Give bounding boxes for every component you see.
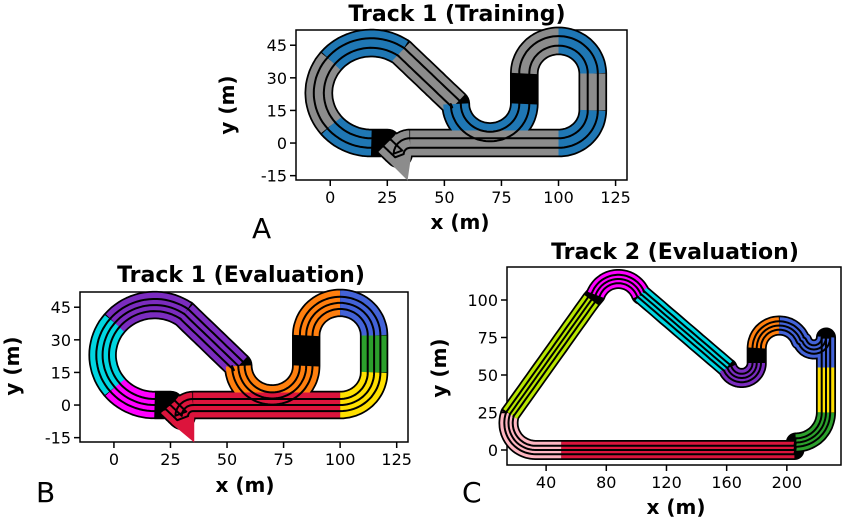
panel-a-xtick-label: 25 — [377, 188, 397, 207]
panel-c-xtick-label: 160 — [711, 473, 742, 492]
panel-a-road-section — [558, 109, 606, 156]
panel-b-xtick-label: 50 — [217, 450, 237, 469]
panel-b-xlabel: x (m) — [216, 473, 275, 497]
panel-c-lane-line — [507, 278, 827, 451]
panel-c-letter: C — [462, 476, 482, 509]
panel-c-title: Track 2 (Evaluation) — [551, 240, 799, 265]
panel-c-ytick-label: 50 — [478, 366, 498, 385]
panel-a-road-section — [306, 53, 341, 133]
panel-b-xtick-label: 75 — [273, 450, 293, 469]
panel-c-ytick-label: 100 — [467, 291, 498, 310]
panel-c-ytick-label: 25 — [478, 404, 498, 423]
panel-b-xtick-label: 25 — [160, 450, 180, 469]
panel-c-xlabel: x (m) — [647, 495, 706, 519]
panel-c-xtick-label: 80 — [596, 473, 616, 492]
panel-b-track — [88, 288, 389, 443]
panel-a-xlabel: x (m) — [431, 210, 490, 234]
panel-a-road-section — [322, 30, 408, 70]
panel-a-ytick-label: 15 — [267, 101, 287, 120]
panel-c-xtick-label: 40 — [536, 473, 556, 492]
panel-b-ylabel: y (m) — [0, 336, 24, 395]
panel-c-lane-line — [503, 273, 832, 456]
panel-b-ytick-label: 45 — [51, 298, 71, 317]
panel-c-xtick-label: 120 — [651, 473, 682, 492]
panel-a-title: Track 1 (Training) — [348, 2, 565, 27]
panel-c-ylabel: y (m) — [427, 338, 451, 397]
panel-b-xtick-label: 100 — [325, 450, 356, 469]
panel-b-frame — [79, 291, 409, 443]
panel-a-xtick-label: 50 — [434, 188, 454, 207]
panel-b: Track 1 (Evaluation) 0 25 50 75 100 125 -15 0 15… — [0, 263, 412, 509]
panel-a-xtick-label: 75 — [491, 188, 511, 207]
panel-c-road-section — [500, 411, 562, 459]
panel-b-ytick-label: -15 — [45, 429, 71, 448]
panel-a: Track 1 (Training) 0 25 50 75 100 125 -15 0 15 30… — [215, 2, 631, 245]
panel-c-xtick-label: 200 — [772, 473, 803, 492]
panel-b-lane-line — [95, 295, 382, 422]
panel-a-lane-line — [312, 35, 599, 159]
panel-b-road-section — [105, 378, 155, 418]
panel-c-road-outline — [498, 268, 837, 461]
panel-a-xtick-label: 0 — [325, 188, 335, 207]
panel-a-ylabel: y (m) — [215, 75, 239, 134]
panel-b-xtick-label: 0 — [109, 450, 119, 469]
panel-a-frame — [295, 29, 628, 181]
panel-a-road-section — [392, 42, 465, 113]
panel-b-title: Track 1 (Evaluation) — [117, 263, 365, 288]
panel-b-ticks: 0 25 50 75 100 125 -15 0 15 30 45 — [45, 298, 412, 469]
panel-b-xtick-label: 125 — [381, 450, 412, 469]
panel-a-track — [304, 26, 608, 181]
panel-c-frame — [506, 266, 842, 466]
panel-a-road-section — [511, 28, 559, 75]
panel-a-ytick-label: 45 — [267, 36, 287, 55]
panel-a-road-section — [558, 28, 606, 75]
panel-a-road-section — [322, 116, 372, 156]
panel-a-ytick-label: 30 — [267, 69, 287, 88]
panel-b-letter: B — [36, 476, 55, 509]
panel-c: Track 2 (Evaluation) 40 80 120 160 200 0 25 50 7… — [427, 240, 842, 519]
panel-b-ytick-label: 0 — [61, 396, 71, 415]
panel-c-track — [498, 268, 837, 461]
panel-c-ticks: 40 80 120 160 200 0 25 50 75 100 — [467, 291, 802, 492]
panel-b-ytick-label: 30 — [51, 331, 71, 350]
panel-b-lane-line — [101, 301, 376, 417]
panel-b-lane-line — [108, 308, 369, 417]
panel-a-letter: A — [252, 212, 271, 245]
panel-a-ytick-label: -15 — [261, 167, 287, 186]
panel-b-ytick-label: 15 — [51, 363, 71, 382]
panel-c-lane-line — [511, 282, 832, 447]
panel-c-ytick-label: 0 — [488, 441, 498, 460]
panel-a-ticks: 0 25 50 75 100 125 -15 0 15 30 45 — [261, 36, 631, 207]
panel-a-ytick-label: 0 — [277, 134, 287, 153]
panel-a-xtick-label: 125 — [600, 188, 631, 207]
panel-a-xtick-label: 100 — [543, 188, 574, 207]
panel-a-lane-line — [322, 44, 589, 155]
panel-c-ytick-label: 75 — [478, 329, 498, 348]
